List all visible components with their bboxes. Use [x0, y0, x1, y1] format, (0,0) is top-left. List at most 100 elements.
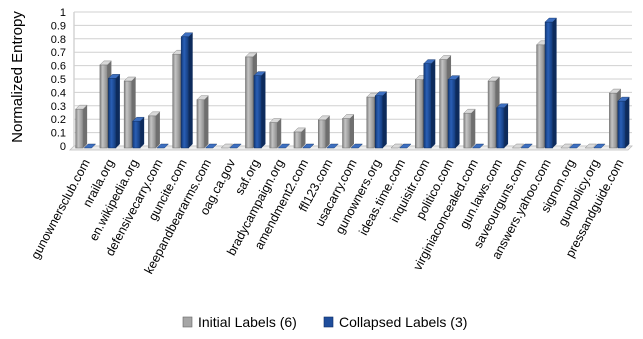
bar-side — [504, 103, 509, 148]
bar-side — [204, 95, 209, 148]
bar-initial — [196, 95, 209, 149]
bar-collapsed — [204, 143, 218, 149]
bar-collapsed — [399, 143, 412, 149]
y-tick-label: 0.1 — [51, 128, 66, 140]
bars — [75, 17, 630, 149]
bar-initial — [293, 127, 306, 149]
bar-collapsed — [544, 17, 558, 149]
bar-front — [245, 56, 254, 149]
bar-initial — [560, 143, 573, 149]
bar-collapsed — [496, 103, 509, 149]
legend-swatch-collapsed — [323, 316, 334, 328]
legend-swatch-initial — [182, 316, 193, 328]
bar-front — [342, 118, 351, 149]
bar-collapsed — [132, 116, 145, 149]
bar-collapsed — [180, 32, 194, 149]
bar-initial — [269, 118, 282, 149]
bar-initial — [584, 143, 598, 149]
legend-label-collapsed: Collapsed Labels (3) — [339, 314, 467, 330]
bar-side — [382, 91, 387, 148]
bar-side — [155, 111, 160, 148]
bar-front — [269, 122, 278, 149]
y-axis-label: Normalized Entropy — [9, 11, 26, 143]
bar-side — [140, 117, 145, 148]
bar-collapsed — [617, 96, 630, 149]
bar-front — [132, 120, 141, 149]
bar-side — [471, 109, 476, 148]
bar-side — [350, 114, 354, 148]
bar-side — [115, 74, 120, 148]
bar-front — [108, 78, 117, 149]
y-tick-label: 0.6 — [51, 61, 66, 73]
bar-collapsed — [447, 75, 461, 149]
x-tick-label: gunownersclub.com — [28, 157, 93, 262]
y-tick-label: 0 — [60, 141, 66, 153]
bar-front — [75, 108, 84, 149]
bar-initial — [342, 114, 355, 149]
bar-front — [375, 95, 384, 149]
bar-front — [447, 79, 456, 149]
bar-side — [277, 118, 282, 148]
bar-front — [423, 63, 432, 149]
bar-collapsed — [229, 143, 242, 149]
bar-collapsed — [156, 143, 169, 149]
bar-side — [552, 18, 557, 148]
legend-label-initial: Initial Labels (6) — [198, 314, 297, 330]
bar-side — [625, 97, 630, 148]
y-tick-label: 0.2 — [51, 114, 66, 126]
bar-front — [496, 107, 505, 149]
bar-front — [487, 80, 496, 149]
bar-front — [463, 112, 472, 149]
bar-initial — [390, 143, 404, 149]
y-tick-label: 0.5 — [51, 74, 66, 86]
bar-initial — [463, 108, 476, 149]
bar-front — [180, 36, 189, 149]
bar-collapsed — [593, 143, 606, 149]
bar-initial — [220, 143, 234, 149]
bar-collapsed — [277, 143, 291, 149]
bar-side — [455, 75, 460, 148]
bar-collapsed — [471, 143, 485, 149]
bar-front — [172, 53, 181, 149]
bar-front — [617, 100, 626, 149]
bar-side — [431, 59, 436, 148]
bar-collapsed — [83, 143, 97, 149]
bar-collapsed — [423, 59, 436, 149]
bar-collapsed — [253, 71, 266, 149]
bar-collapsed — [374, 91, 388, 149]
bar-front — [439, 59, 448, 149]
y-tick-label: 0.7 — [51, 47, 66, 59]
bar-collapsed — [350, 143, 363, 149]
y-tick-label: 0.8 — [51, 34, 66, 46]
bar-front — [123, 80, 132, 149]
bar-front — [253, 75, 262, 149]
bar-front — [99, 64, 108, 149]
bar-front — [148, 115, 157, 149]
bar-side — [83, 105, 88, 148]
bar-side — [261, 71, 266, 148]
bar-collapsed — [107, 74, 121, 149]
bar-collapsed — [301, 143, 315, 149]
bar-initial — [317, 115, 331, 149]
y-tick-label: 1 — [60, 7, 66, 19]
bar-collapsed — [326, 143, 339, 149]
bar-front — [415, 79, 424, 149]
legend: Initial Labels (6) Collapsed Labels (3) — [182, 314, 467, 330]
bar-side — [301, 127, 306, 148]
bar-front — [544, 21, 553, 149]
y-tick-label: 0.4 — [51, 87, 66, 99]
bar-front — [609, 92, 618, 149]
bar-front — [293, 131, 302, 149]
bar-initial — [75, 104, 88, 149]
bar-front — [317, 119, 326, 149]
bar-front — [536, 44, 545, 149]
bar-front — [366, 96, 375, 149]
bar-initial — [511, 143, 525, 149]
bar-initial — [147, 111, 161, 149]
bar-side — [325, 115, 330, 148]
bar-collapsed — [520, 143, 533, 149]
bar-front — [196, 99, 205, 149]
y-axis-ticks: 00.1 0.20.3 0.40.50.6 0.70.8 0.91 — [51, 7, 66, 153]
x-axis-ticks: gunownersclub.comnraila.orgen.wikipedia.… — [28, 156, 626, 276]
